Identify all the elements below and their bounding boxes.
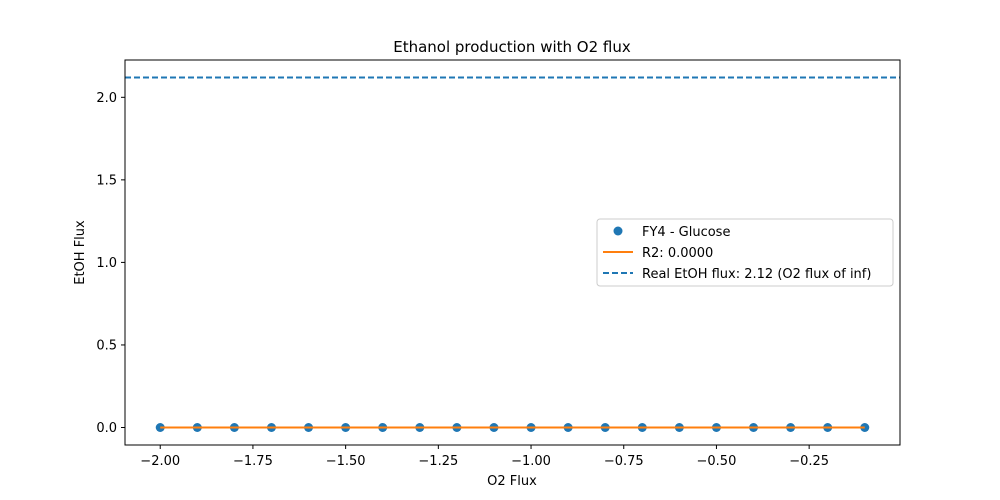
- x-tick-label: −0.25: [789, 454, 829, 469]
- x-axis-ticks: −2.00 −1.75 −1.50 −1.25 −1.00 −0.75 −0.50 −0.25: [140, 445, 829, 469]
- x-tick-label: −0.75: [604, 454, 644, 469]
- legend-label-fit: R2: 0.0000: [642, 246, 713, 261]
- x-tick-label: −1.50: [326, 454, 366, 469]
- y-tick-label: 0.0: [96, 421, 117, 436]
- plot-frame: [124, 59, 901, 446]
- legend-label-hline: Real EtOH flux: 2.12 (O2 flux of inf): [642, 267, 871, 282]
- y-axis-label: EtOH Flux: [73, 220, 88, 285]
- legend-frame: [596, 218, 894, 287]
- y-tick-label: 0.5: [96, 338, 117, 353]
- x-tick-label: −0.50: [697, 454, 737, 469]
- legend-label-scatter: FY4 - Glucose: [642, 225, 730, 240]
- x-tick-label: −2.00: [140, 454, 180, 469]
- legend: FY4 - Glucose R2: 0.0000 Real EtOH flux:…: [596, 218, 894, 287]
- chart-title: Ethanol production with O2 flux: [393, 38, 631, 56]
- y-tick-label: 1.5: [96, 173, 117, 188]
- legend-marker-scatter: [613, 226, 623, 236]
- plot-area: [125, 76, 900, 432]
- x-axis-label: O2 Flux: [487, 474, 537, 489]
- x-tick-label: −1.25: [418, 454, 458, 469]
- x-tick-label: −1.75: [233, 454, 273, 469]
- y-tick-label: 2.0: [96, 91, 117, 106]
- y-tick-label: 1.0: [96, 256, 117, 271]
- x-tick-label: −1.00: [511, 454, 551, 469]
- y-axis-ticks: 0.0 0.5 1.0 1.5 2.0: [96, 91, 125, 436]
